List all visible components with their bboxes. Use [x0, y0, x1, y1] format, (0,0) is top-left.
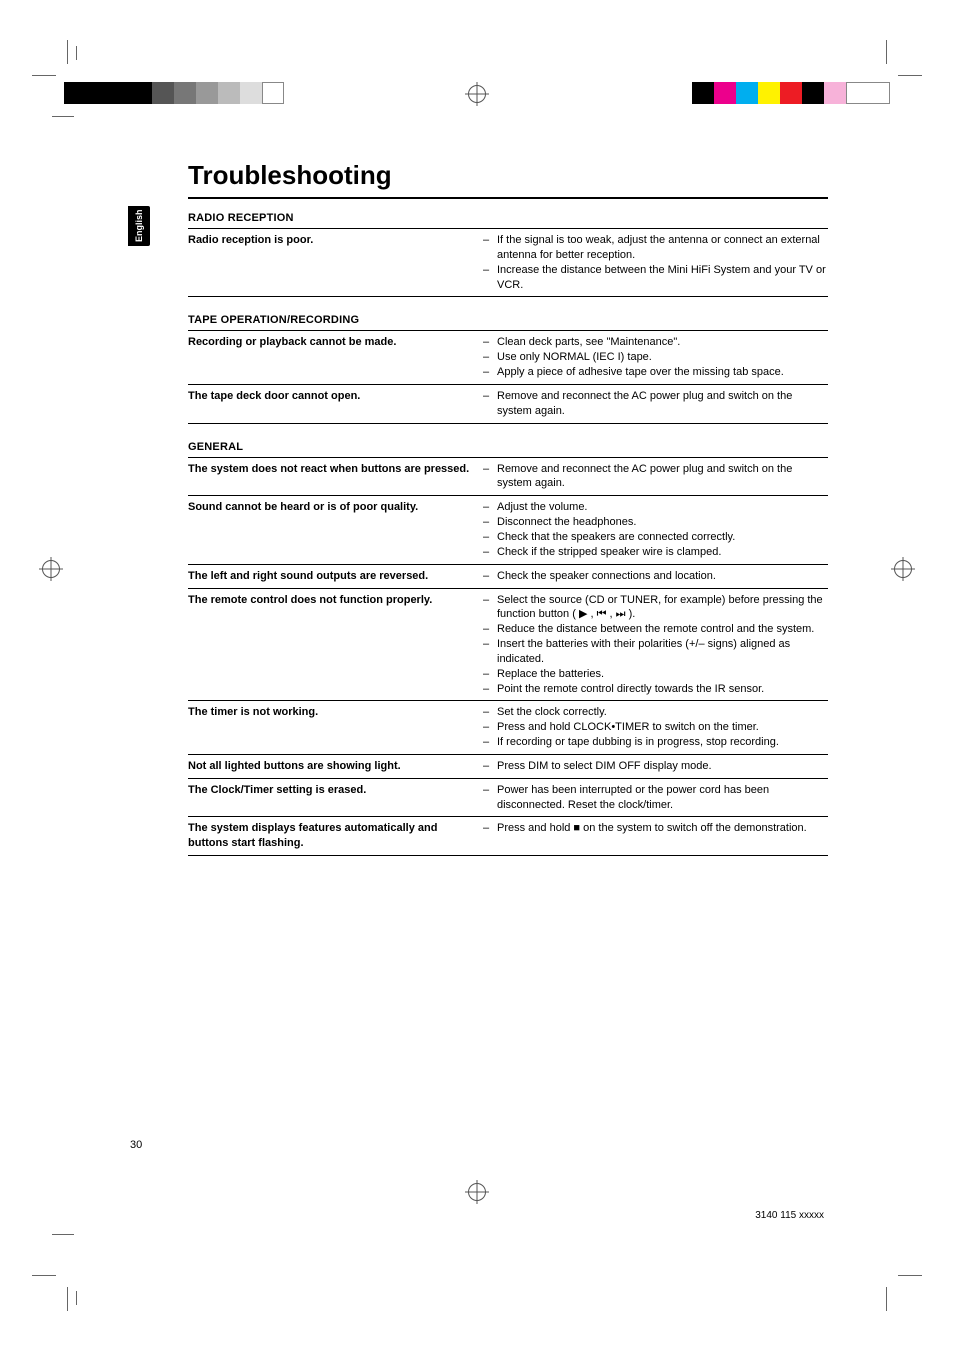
- problem-text: Sound cannot be heard or is of poor qual…: [188, 496, 483, 563]
- solution-item: –Remove and reconnect the AC power plug …: [483, 462, 828, 492]
- fold-mark: [52, 116, 74, 117]
- troubleshoot-row: Recording or playback cannot be made.–Cl…: [188, 331, 828, 385]
- solution-item: –Press and hold ■ on the system to switc…: [483, 821, 828, 836]
- section-heading: RADIO RECEPTION: [188, 209, 828, 229]
- solution-list: –Power has been interrupted or the power…: [483, 779, 828, 817]
- crop-mark: [32, 1275, 68, 1311]
- section-heading: GENERAL: [188, 438, 828, 458]
- problem-text: The Clock/Timer setting is erased.: [188, 779, 483, 817]
- document-number: 3140 115 xxxxx: [755, 1210, 824, 1221]
- solution-item: –Reduce the distance between the remote …: [483, 622, 828, 637]
- problem-text: The system displays features automatical…: [188, 817, 483, 855]
- solution-list: –Clean deck parts, see "Maintenance".–Us…: [483, 331, 828, 384]
- solution-list: –Press DIM to select DIM OFF display mod…: [483, 755, 828, 778]
- solution-item: –Clean deck parts, see "Maintenance".: [483, 335, 828, 350]
- title-rule: [188, 197, 828, 199]
- language-tab: English: [128, 206, 150, 246]
- problem-text: The left and right sound outputs are rev…: [188, 565, 483, 588]
- solution-item: –Disconnect the headphones.: [483, 515, 828, 530]
- problem-text: Recording or playback cannot be made.: [188, 331, 483, 384]
- solution-item: –Remove and reconnect the AC power plug …: [483, 389, 828, 419]
- crosshair-icon: [468, 1183, 486, 1201]
- solution-list: –Remove and reconnect the AC power plug …: [483, 385, 828, 423]
- solution-list: –Press and hold ■ on the system to switc…: [483, 817, 828, 855]
- problem-text: Not all lighted buttons are showing ligh…: [188, 755, 483, 778]
- troubleshoot-row: The system displays features automatical…: [188, 817, 828, 856]
- solution-item: –Select the source (CD or TUNER, for exa…: [483, 593, 828, 623]
- solution-item: –Power has been interrupted or the power…: [483, 783, 828, 813]
- solution-item: –Set the clock correctly.: [483, 705, 828, 720]
- section-heading: TAPE OPERATION/RECORDING: [188, 311, 828, 331]
- solution-list: –If the signal is too weak, adjust the a…: [483, 229, 828, 296]
- page-number: 30: [130, 1139, 142, 1151]
- crosshair-icon: [42, 560, 60, 578]
- crosshair-icon: [468, 85, 486, 103]
- solution-item: –Adjust the volume.: [483, 500, 828, 515]
- page-title: Troubleshooting: [188, 160, 828, 191]
- registration-bar-left: [64, 82, 284, 104]
- solution-item: –If the signal is too weak, adjust the a…: [483, 233, 828, 263]
- crop-mark: [886, 40, 922, 76]
- solution-item: –Point the remote control directly towar…: [483, 682, 828, 697]
- problem-text: The tape deck door cannot open.: [188, 385, 483, 423]
- troubleshoot-row: The Clock/Timer setting is erased.–Power…: [188, 779, 828, 818]
- troubleshoot-row: The remote control does not function pro…: [188, 589, 828, 702]
- solution-list: –Adjust the volume.–Disconnect the headp…: [483, 496, 828, 563]
- troubleshoot-row: The left and right sound outputs are rev…: [188, 565, 828, 589]
- solution-list: –Select the source (CD or TUNER, for exa…: [483, 589, 828, 701]
- solution-item: –Check if the stripped speaker wire is c…: [483, 545, 828, 560]
- solution-item: –Replace the batteries.: [483, 667, 828, 682]
- solution-item: –Check that the speakers are connected c…: [483, 530, 828, 545]
- solution-item: –Press and hold CLOCK•TIMER to switch on…: [483, 720, 828, 735]
- problem-text: The system does not react when buttons a…: [188, 458, 483, 496]
- solution-item: –Increase the distance between the Mini …: [483, 263, 828, 293]
- crop-mark: [32, 40, 68, 76]
- troubleshoot-row: Sound cannot be heard or is of poor qual…: [188, 496, 828, 564]
- problem-text: The remote control does not function pro…: [188, 589, 483, 701]
- troubleshoot-row: The tape deck door cannot open.–Remove a…: [188, 385, 828, 424]
- registration-bar-right: [692, 82, 890, 104]
- solution-item: –Use only NORMAL (IEC I) tape.: [483, 350, 828, 365]
- solution-item: –Apply a piece of adhesive tape over the…: [483, 365, 828, 380]
- crop-mark: [886, 1275, 922, 1311]
- fold-mark: [76, 46, 77, 60]
- fold-mark: [52, 1234, 74, 1235]
- solution-item: –If recording or tape dubbing is in prog…: [483, 735, 828, 750]
- page-content: Troubleshooting RADIO RECEPTIONRadio rec…: [188, 160, 828, 856]
- fold-mark: [76, 1291, 77, 1305]
- crosshair-icon: [894, 560, 912, 578]
- solution-list: –Remove and reconnect the AC power plug …: [483, 458, 828, 496]
- troubleshoot-row: The timer is not working.–Set the clock …: [188, 701, 828, 755]
- troubleshoot-row: The system does not react when buttons a…: [188, 458, 828, 497]
- solution-list: –Check the speaker connections and locat…: [483, 565, 828, 588]
- troubleshoot-row: Radio reception is poor.–If the signal i…: [188, 229, 828, 297]
- problem-text: The timer is not working.: [188, 701, 483, 754]
- solution-item: –Press DIM to select DIM OFF display mod…: [483, 759, 828, 774]
- solution-item: –Insert the batteries with their polarit…: [483, 637, 828, 667]
- solution-item: –Check the speaker connections and locat…: [483, 569, 828, 584]
- problem-text: Radio reception is poor.: [188, 229, 483, 296]
- solution-list: –Set the clock correctly.–Press and hold…: [483, 701, 828, 754]
- troubleshoot-row: Not all lighted buttons are showing ligh…: [188, 755, 828, 779]
